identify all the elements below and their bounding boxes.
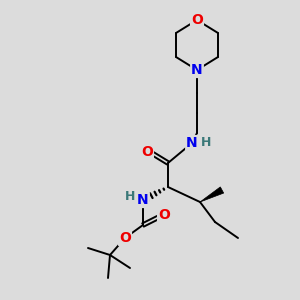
Text: H: H <box>125 190 135 202</box>
Polygon shape <box>200 187 224 202</box>
Text: N: N <box>186 136 198 150</box>
Text: N: N <box>191 63 203 77</box>
Text: O: O <box>119 231 131 245</box>
Text: O: O <box>141 145 153 159</box>
Text: O: O <box>191 13 203 27</box>
Text: H: H <box>201 136 211 149</box>
Text: N: N <box>137 193 149 207</box>
Text: O: O <box>158 208 170 222</box>
